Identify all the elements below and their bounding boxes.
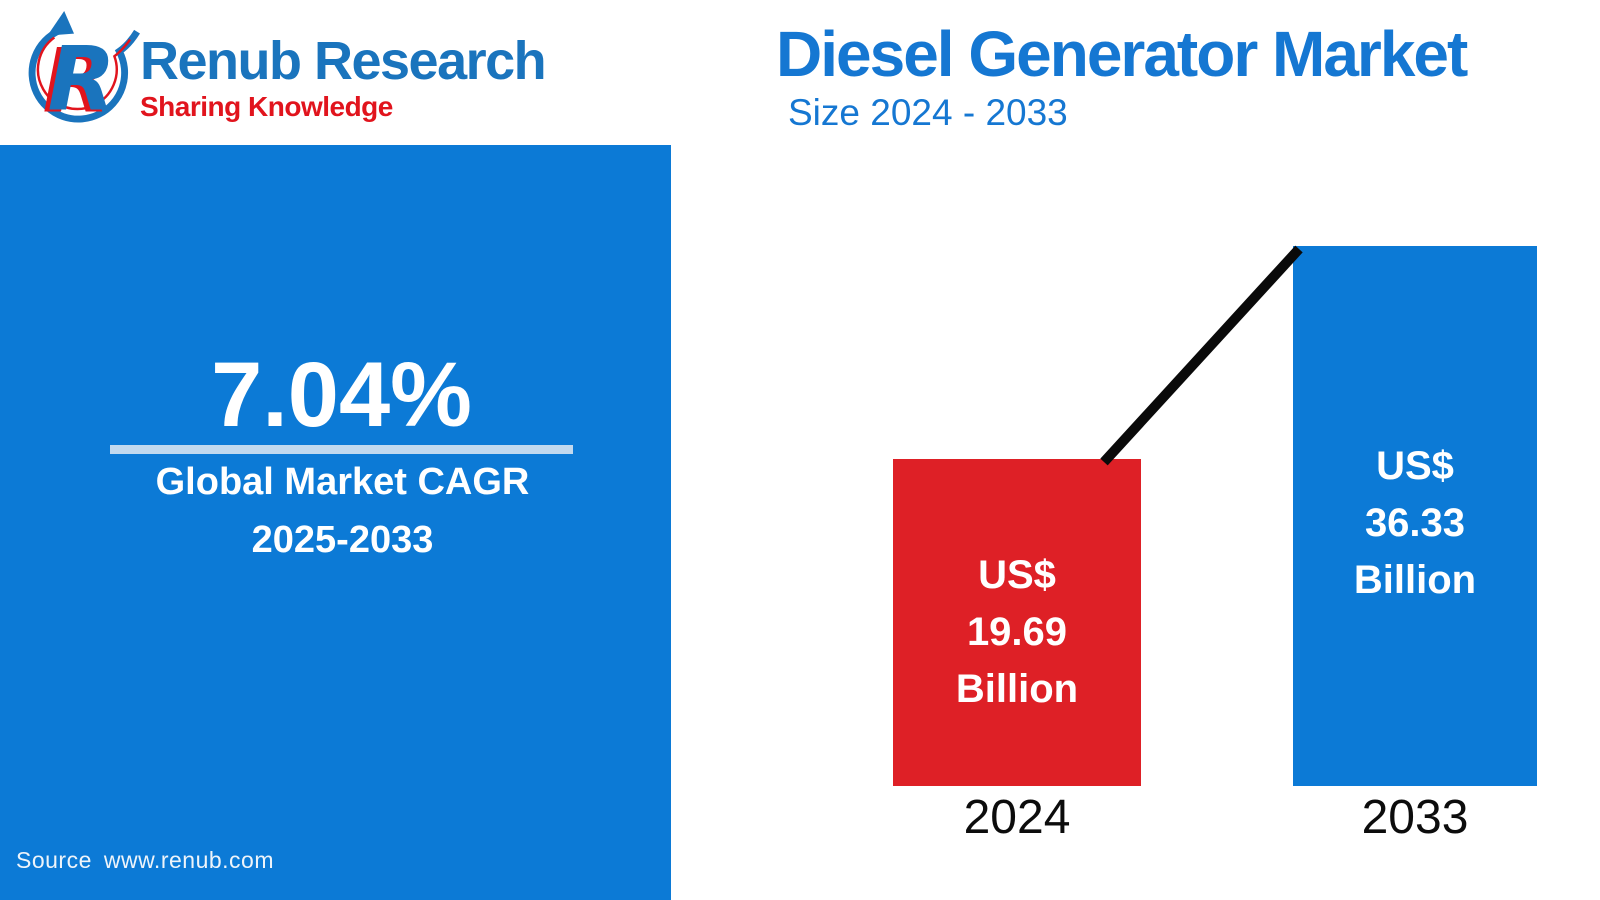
bar-2024: US$ 19.69 Billion (893, 459, 1141, 786)
bar-2024-value-line3: Billion (955, 667, 1079, 711)
renub-logo: R R (28, 10, 140, 132)
bar-2033: US$ 36.33 Billion (1293, 246, 1537, 786)
page-subtitle: Size 2024 - 2033 (788, 92, 1068, 133)
bar-2024-value-label: US$ 19.69 Billion (893, 547, 1141, 718)
cagr-value: 7.04% (211, 344, 472, 446)
trend-line-segment (1100, 245, 1303, 466)
page-title: Diesel Generator Market (776, 18, 1468, 90)
source-label: Source (16, 847, 92, 873)
divider-line (110, 445, 573, 454)
bar-2024-value-line2: 19.69 (966, 610, 1068, 654)
brand-tagline: Sharing Knowledge (140, 91, 393, 122)
x-axis-label-2024: 2024 (963, 791, 1071, 844)
bar-2033-value-line3: Billion (1353, 558, 1477, 602)
logo-letter: R (47, 27, 115, 130)
x-axis-label-2033: 2033 (1361, 791, 1469, 844)
growth-arrow-icon (47, 10, 75, 36)
bar-2033-value-line1: US$ (1376, 444, 1454, 488)
bar-2033-value-line2: 36.33 (1364, 501, 1466, 545)
cagr-period: 2025-2033 (251, 519, 434, 561)
cagr-panel: 7.04% Global Market CAGR 2025-2033 Sourc… (0, 145, 671, 900)
brand-block: Renub Research Sharing Knowledge (140, 31, 547, 122)
logo-swoosh-arc-red (36, 36, 132, 111)
source-url: www.renub.com (103, 847, 274, 873)
bar-2024-value-line1: US$ (978, 553, 1056, 597)
source-line: Source www.renub.com (16, 847, 274, 874)
cagr-label: Global Market CAGR (155, 461, 530, 503)
brand-name: Renub Research (140, 31, 547, 91)
logo-letter-shadow: R (43, 29, 111, 132)
bar-2033-value-label: US$ 36.33 Billion (1293, 438, 1537, 609)
